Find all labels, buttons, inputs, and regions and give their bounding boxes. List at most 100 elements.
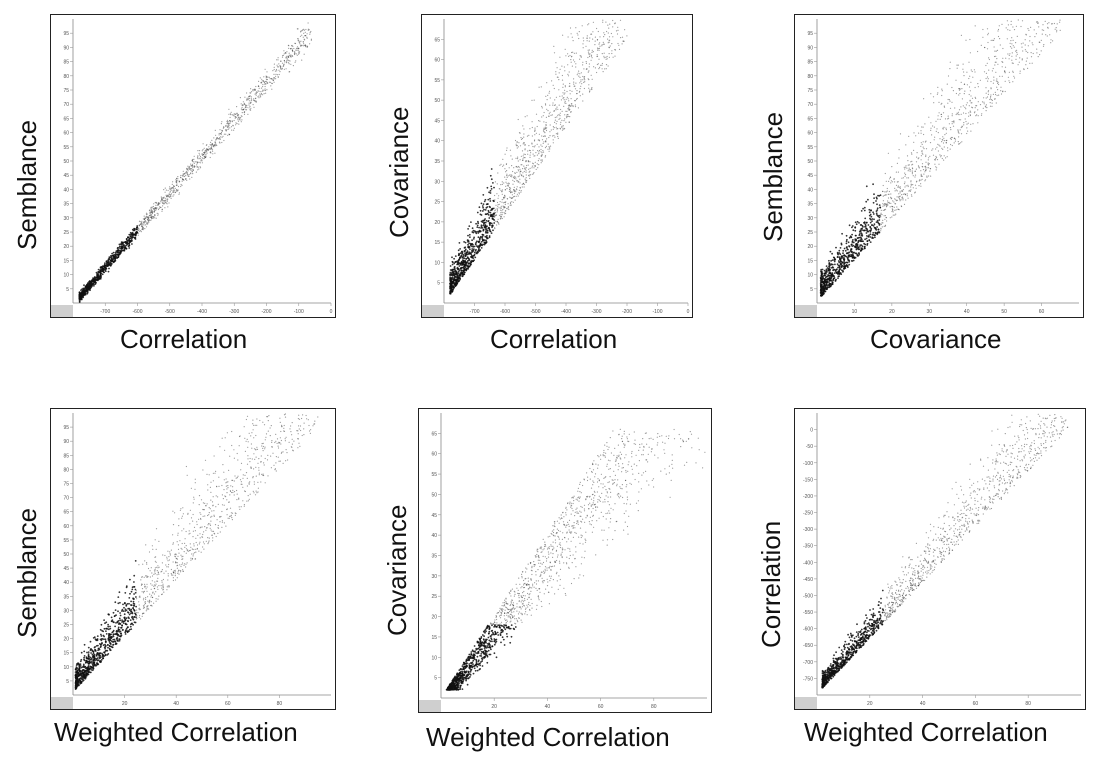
data-point [986, 48, 989, 50]
data-point [143, 218, 146, 220]
data-point [921, 143, 923, 145]
data-point [577, 34, 579, 36]
data-point [918, 185, 920, 187]
data-point [854, 221, 857, 224]
data-point [1029, 35, 1031, 38]
data-point [487, 214, 490, 216]
data-point [494, 199, 496, 201]
data-point [895, 213, 897, 215]
data-point [516, 166, 518, 168]
data-point [200, 160, 202, 162]
data-point [821, 286, 824, 289]
data-point [877, 228, 880, 231]
data-point [153, 203, 155, 205]
data-point [198, 168, 200, 170]
data-point [544, 132, 546, 134]
data-point [848, 236, 851, 239]
data-point [537, 167, 539, 169]
data-point [167, 198, 169, 200]
data-point [998, 25, 1000, 27]
data-point [833, 260, 836, 263]
data-point [564, 114, 566, 116]
data-point [531, 167, 533, 169]
data-point [93, 276, 96, 278]
y-tick-label: 15 [434, 240, 440, 246]
data-point [92, 282, 95, 285]
data-point [253, 88, 255, 91]
data-point [262, 80, 264, 82]
data-point [925, 154, 927, 156]
data-point [451, 256, 453, 259]
data-point [517, 169, 519, 171]
data-point [995, 93, 997, 96]
data-point [215, 142, 217, 144]
data-point [820, 277, 823, 280]
data-point [936, 167, 938, 169]
data-point [558, 79, 560, 81]
data-point [522, 176, 525, 178]
data-point [603, 55, 605, 57]
data-point [959, 88, 961, 90]
data-point [881, 226, 883, 228]
data-point [150, 208, 152, 210]
data-point [906, 155, 909, 157]
data-point [568, 106, 570, 108]
data-point [121, 249, 124, 252]
data-point [611, 43, 613, 45]
data-point [233, 491, 236, 493]
data-point [866, 244, 869, 246]
data-point [601, 68, 603, 70]
data-point [899, 200, 901, 202]
data-point [160, 206, 162, 209]
data-point [526, 164, 528, 167]
data-point [953, 142, 955, 144]
data-point [136, 225, 139, 227]
data-point [876, 232, 879, 235]
data-point [262, 89, 264, 91]
data-point [519, 186, 521, 189]
data-point [956, 112, 958, 114]
x-tick-label: -300 [229, 309, 239, 315]
data-point [940, 103, 942, 105]
data-point [151, 218, 153, 220]
data-point [105, 265, 108, 268]
data-point [949, 100, 951, 102]
data-point [204, 152, 206, 154]
data-point [468, 242, 470, 245]
data-point [559, 56, 561, 58]
data-point [608, 40, 610, 42]
data-point [620, 37, 622, 39]
data-point [568, 85, 570, 87]
data-point [891, 166, 893, 168]
data-point [138, 224, 140, 226]
data-point [840, 273, 843, 276]
data-point [842, 271, 844, 273]
scatter-plot-2: -700 -600 -500 -400 -300 -200 -100 051015202530… [434, 19, 690, 315]
data-point [258, 80, 260, 82]
data-point [83, 284, 85, 287]
data-point [820, 288, 823, 291]
data-point [511, 191, 513, 193]
data-point [1016, 35, 1018, 37]
data-point [535, 152, 537, 154]
data-point [518, 142, 520, 144]
data-point [822, 291, 825, 294]
data-point [497, 204, 499, 206]
data-point [927, 167, 930, 169]
data-point [141, 591, 143, 593]
data-point [251, 447, 253, 449]
data-point [303, 32, 305, 34]
scatter-plot-3: 10 20 30 40 50 605101520253035404550556065707… [807, 19, 1079, 315]
data-point [205, 155, 207, 157]
data-point [592, 51, 594, 53]
data-point [555, 62, 557, 64]
data-point [297, 50, 300, 52]
data-point [256, 91, 258, 93]
data-point [904, 168, 906, 170]
data-point [935, 130, 937, 132]
data-point [471, 248, 474, 250]
data-point [579, 95, 581, 97]
data-point [951, 123, 953, 125]
data-point [104, 270, 107, 273]
data-point [1011, 37, 1013, 39]
